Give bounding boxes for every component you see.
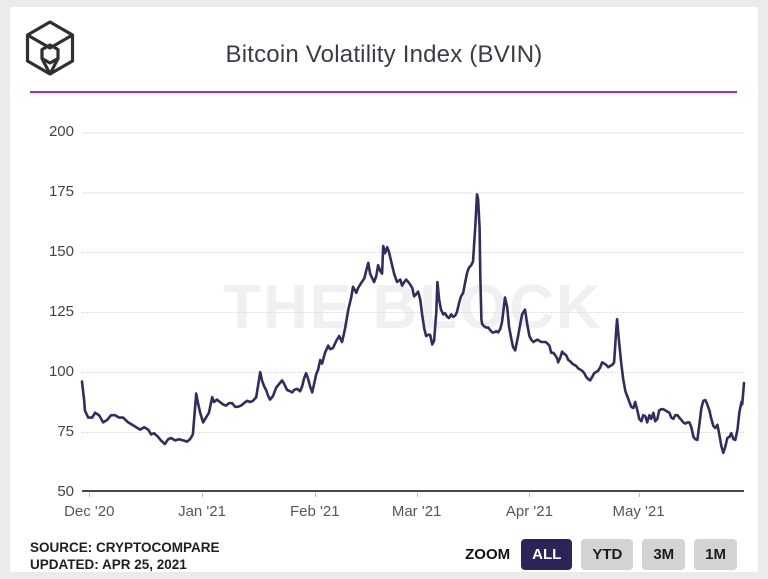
x-tick-label: May '21 bbox=[612, 503, 665, 520]
x-tick-mark bbox=[416, 493, 418, 497]
updated-text: UPDATED: APR 25, 2021 bbox=[30, 556, 187, 572]
y-tick-label-150: 150 bbox=[48, 243, 74, 260]
x-tick-label: Apr '21 bbox=[505, 503, 553, 520]
gridline-200 bbox=[82, 132, 744, 134]
gridline-150 bbox=[82, 252, 744, 253]
y-tick-label-100: 100 bbox=[48, 363, 74, 380]
x-tick-mark bbox=[89, 493, 91, 497]
zoom-button-1m[interactable]: 1M bbox=[694, 539, 737, 570]
zoom-button-all[interactable]: ALL bbox=[521, 539, 573, 570]
x-tick-mark bbox=[314, 493, 316, 497]
the-block-watermark: THE BLOCK bbox=[223, 273, 603, 342]
x-tick-label: Jan '21 bbox=[178, 503, 226, 520]
gridline-125 bbox=[82, 312, 744, 313]
zoom-buttons-group: ALL YTD 3M 1M bbox=[521, 539, 737, 570]
gridline-175 bbox=[82, 192, 744, 194]
accent-divider bbox=[30, 91, 737, 93]
y-tick-label-125: 125 bbox=[48, 303, 74, 320]
y-tick-label-200: 200 bbox=[48, 123, 74, 140]
x-tick-label: Mar '21 bbox=[391, 503, 442, 520]
source-text: SOURCE: CRYPTOCOMPARE bbox=[30, 540, 220, 555]
y-tick-label-50: 50 bbox=[57, 483, 74, 500]
x-tick-mark bbox=[529, 493, 531, 497]
y-tick-label-75: 75 bbox=[57, 423, 74, 440]
gridline-100 bbox=[82, 372, 744, 373]
gridline-75 bbox=[82, 432, 744, 433]
x-tick-label: Dec '20 bbox=[64, 503, 115, 520]
zoom-button-ytd[interactable]: YTD bbox=[581, 539, 634, 570]
zoom-button-3m[interactable]: 3M bbox=[642, 539, 686, 570]
bvin-line-series[interactable] bbox=[80, 193, 746, 455]
chart-card bbox=[10, 7, 758, 572]
the-block-logo-icon bbox=[25, 20, 75, 76]
zoom-controls: ZOOM ALL YTD 3M 1M bbox=[465, 539, 737, 570]
zoom-label: ZOOM bbox=[465, 546, 511, 563]
footer-attribution: SOURCE: CRYPTOCOMPARE UPDATED: APR 25, 2… bbox=[30, 540, 220, 573]
page-title: Bitcoin Volatility Index (BVIN) bbox=[225, 41, 543, 68]
x-tick-mark bbox=[638, 493, 640, 497]
x-tick-label: Feb '21 bbox=[289, 503, 340, 520]
x-tick-mark bbox=[202, 493, 204, 497]
y-tick-label-175: 175 bbox=[48, 183, 74, 200]
x-axis-line bbox=[82, 490, 744, 492]
